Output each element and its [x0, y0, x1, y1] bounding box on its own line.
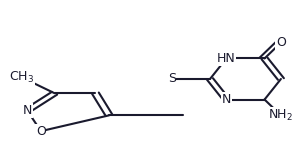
- Text: NH$_2$: NH$_2$: [268, 108, 293, 123]
- Text: N: N: [22, 104, 32, 117]
- Text: O: O: [276, 36, 286, 49]
- Text: CH$_3$: CH$_3$: [9, 70, 34, 85]
- Text: HN: HN: [217, 52, 236, 65]
- Text: O: O: [36, 125, 46, 138]
- Text: N: N: [222, 93, 231, 106]
- Text: S: S: [168, 73, 176, 85]
